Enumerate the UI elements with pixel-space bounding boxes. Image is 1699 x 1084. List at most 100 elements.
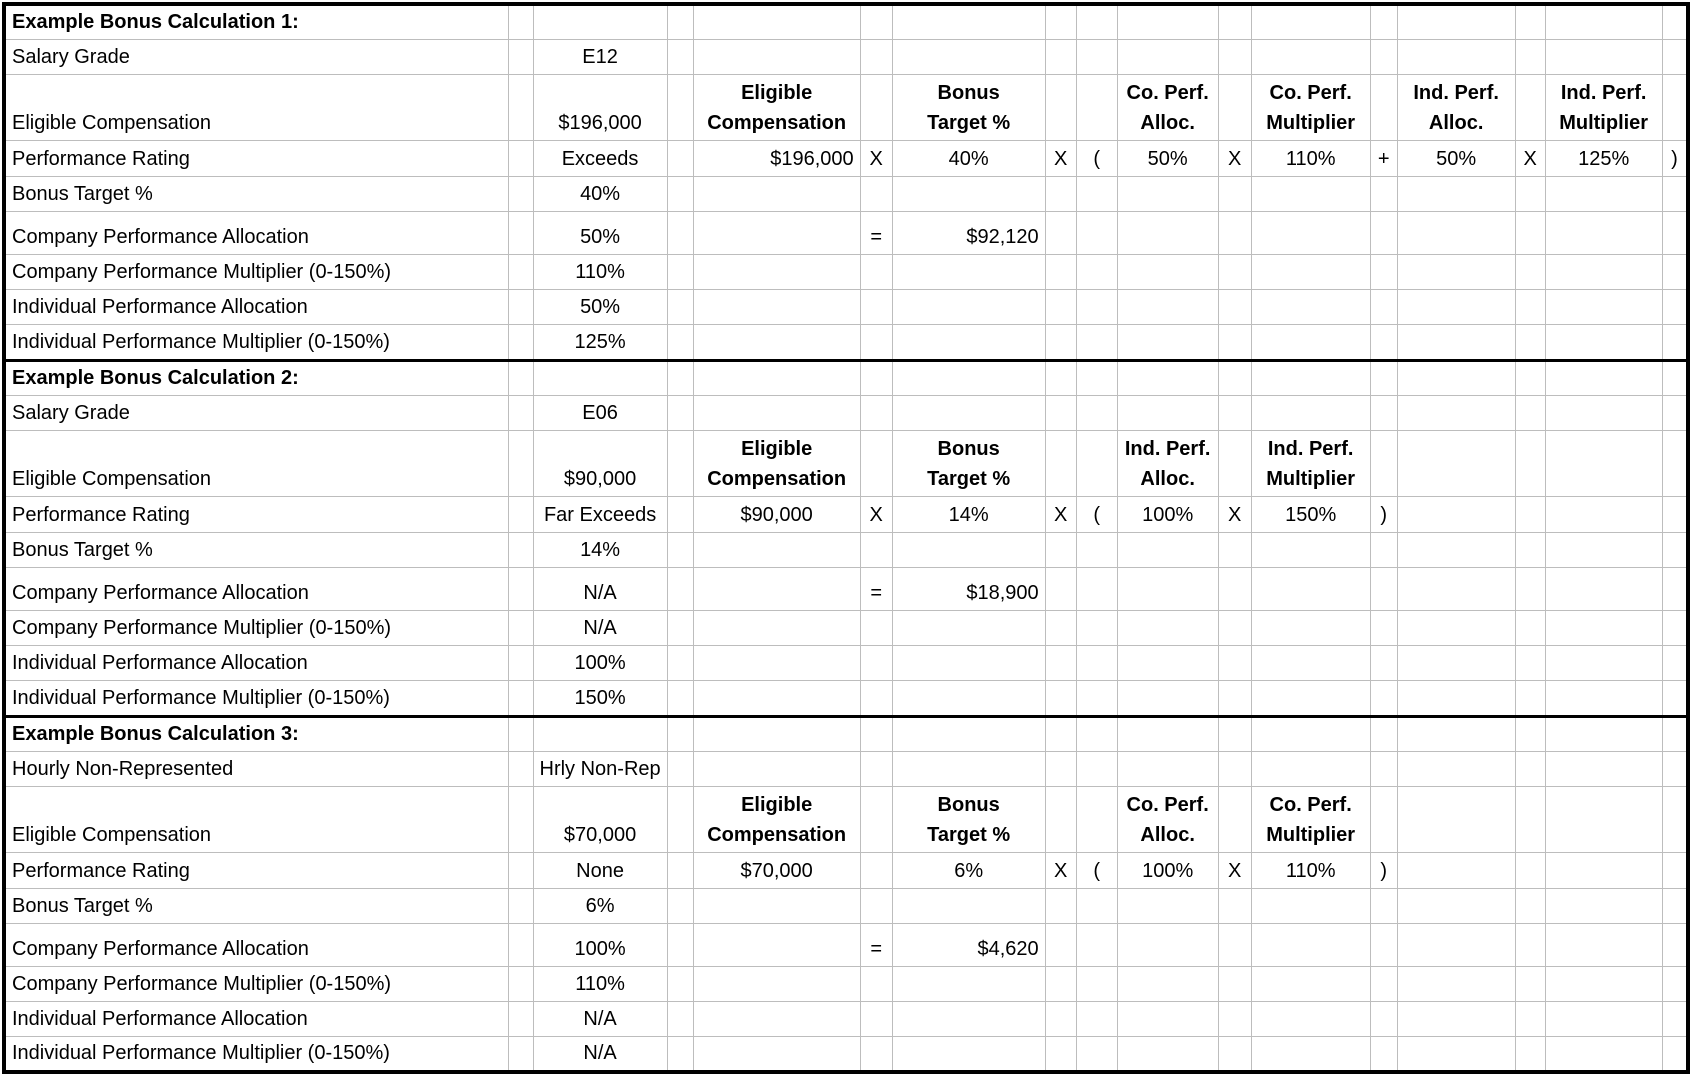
empty-cell — [1544, 1000, 1663, 1037]
empty-cell — [1250, 323, 1371, 361]
empty-cell — [507, 785, 534, 853]
empty-cell — [1369, 1000, 1398, 1037]
empty-cell — [891, 288, 1046, 325]
row-label: Salary Grade — [3, 38, 509, 75]
empty-cell — [859, 851, 893, 889]
formula-operator: X — [1217, 495, 1252, 533]
empty-cell — [666, 679, 694, 717]
formula-term: 50% — [1396, 139, 1516, 177]
empty-cell — [1661, 394, 1689, 431]
formula-operator: ) — [1661, 139, 1689, 177]
empty-cell — [1661, 358, 1689, 396]
empty-cell — [1514, 358, 1546, 396]
empty-cell — [1250, 175, 1371, 212]
empty-cell — [859, 288, 893, 325]
empty-cell — [891, 750, 1046, 787]
empty-cell — [692, 922, 861, 967]
empty-cell — [1217, 3, 1252, 40]
table-row: Example Bonus Calculation 3: — [3, 714, 1689, 752]
row-label: Company Performance Allocation — [3, 210, 509, 255]
formula-operator: X — [859, 495, 893, 533]
empty-cell — [1217, 887, 1252, 924]
empty-cell — [1250, 922, 1371, 967]
formula-term: $196,000 — [692, 139, 861, 177]
empty-cell — [666, 609, 694, 646]
empty-cell — [1661, 785, 1689, 853]
empty-cell — [1217, 566, 1252, 611]
row-value: N/A — [532, 609, 668, 646]
empty-cell — [507, 394, 534, 431]
empty-cell — [1075, 288, 1118, 325]
section-title: Example Bonus Calculation 2: — [3, 358, 509, 396]
empty-cell — [1044, 566, 1077, 611]
row-label: Performance Rating — [3, 851, 509, 889]
empty-cell — [1396, 175, 1516, 212]
empty-cell — [1396, 1000, 1516, 1037]
empty-cell — [1217, 785, 1252, 853]
empty-cell — [1544, 679, 1663, 717]
empty-cell — [1544, 429, 1663, 497]
empty-cell — [1544, 965, 1663, 1002]
empty-cell — [692, 288, 861, 325]
equals-sign: = — [859, 566, 893, 611]
empty-cell — [891, 1000, 1046, 1037]
row-label: Company Performance Allocation — [3, 566, 509, 611]
empty-cell — [1116, 38, 1219, 75]
empty-cell — [507, 922, 534, 967]
empty-cell — [692, 679, 861, 717]
empty-cell — [1661, 210, 1689, 255]
empty-cell — [1369, 394, 1398, 431]
section-title: Example Bonus Calculation 3: — [3, 714, 509, 752]
empty-cell — [1116, 175, 1219, 212]
formula-operator: ) — [1369, 851, 1398, 889]
empty-cell — [1250, 38, 1371, 75]
row-value: Far Exceeds — [532, 495, 668, 533]
row-value: N/A — [532, 1000, 668, 1037]
empty-cell — [666, 785, 694, 853]
empty-cell — [859, 785, 893, 853]
empty-cell — [1514, 750, 1546, 787]
empty-cell — [1250, 1035, 1371, 1073]
empty-cell — [507, 73, 534, 141]
empty-cell — [1514, 851, 1546, 889]
formula-header: Co. Perf. Alloc. — [1116, 73, 1219, 141]
empty-cell — [1217, 288, 1252, 325]
table-row: Individual Performance Multiplier (0-150… — [3, 323, 1689, 361]
row-value: 50% — [532, 210, 668, 255]
empty-cell — [1116, 750, 1219, 787]
table-row: Performance Rating None $70,000 6% X(100% X 11… — [3, 851, 1689, 889]
empty-cell — [859, 714, 893, 752]
row-label: Bonus Target % — [3, 175, 509, 212]
empty-cell — [507, 566, 534, 611]
row-label: Eligible Compensation — [3, 785, 509, 853]
empty-cell — [1250, 887, 1371, 924]
empty-cell — [859, 887, 893, 924]
empty-cell — [1044, 644, 1077, 681]
empty-cell — [507, 139, 534, 177]
empty-cell — [1514, 714, 1546, 752]
formula-header: Co. Perf. Multiplier — [1250, 73, 1371, 141]
table-row: Hourly Non-Represented Hrly Non-Rep — [3, 750, 1689, 787]
empty-cell — [1514, 679, 1546, 717]
empty-cell — [891, 394, 1046, 431]
row-value: 125% — [532, 323, 668, 361]
formula-term: 110% — [1250, 851, 1371, 889]
row-label: Individual Performance Allocation — [3, 288, 509, 325]
formula-header: Ind. Perf. Multiplier — [1250, 429, 1371, 497]
table-row: Salary Grade E06 — [3, 394, 1689, 431]
empty-cell — [1369, 965, 1398, 1002]
formula-term: 150% — [1250, 495, 1371, 533]
empty-cell — [1396, 785, 1516, 853]
formula-term: 100% — [1116, 851, 1219, 889]
formula-term: 40% — [891, 139, 1046, 177]
empty-cell — [507, 38, 534, 75]
empty-cell — [1544, 358, 1663, 396]
empty-cell — [1250, 3, 1371, 40]
empty-cell — [1044, 609, 1077, 646]
table-row: Individual Performance Multiplier (0-150… — [3, 1035, 1689, 1073]
empty-cell — [692, 609, 861, 646]
empty-cell — [1514, 3, 1546, 40]
empty-cell — [1369, 429, 1398, 497]
empty-cell — [507, 358, 534, 396]
row-label: Individual Performance Multiplier (0-150… — [3, 1035, 509, 1073]
